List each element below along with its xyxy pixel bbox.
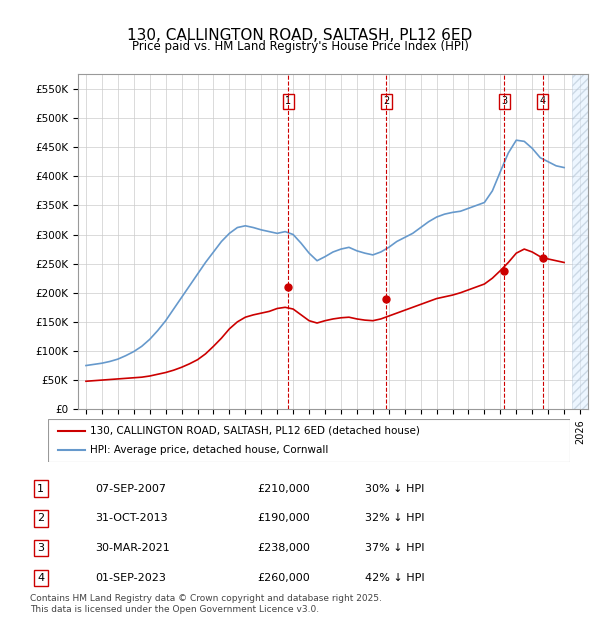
Text: 4: 4 [37, 573, 44, 583]
Bar [572, 74, 588, 409]
Text: £210,000: £210,000 [257, 484, 310, 494]
Text: 30% ↓ HPI: 30% ↓ HPI [365, 484, 424, 494]
FancyBboxPatch shape [48, 418, 570, 462]
Text: 130, CALLINGTON ROAD, SALTASH, PL12 6ED: 130, CALLINGTON ROAD, SALTASH, PL12 6ED [127, 28, 473, 43]
Text: Price paid vs. HM Land Registry's House Price Index (HPI): Price paid vs. HM Land Registry's House … [131, 40, 469, 53]
Text: 07-SEP-2007: 07-SEP-2007 [95, 484, 166, 494]
Text: 3: 3 [501, 96, 508, 106]
Text: 32% ↓ HPI: 32% ↓ HPI [365, 513, 424, 523]
Text: 31-OCT-2013: 31-OCT-2013 [95, 513, 167, 523]
Text: 37% ↓ HPI: 37% ↓ HPI [365, 543, 424, 553]
Text: 2: 2 [383, 96, 389, 106]
Text: 130, CALLINGTON ROAD, SALTASH, PL12 6ED (detached house): 130, CALLINGTON ROAD, SALTASH, PL12 6ED … [90, 426, 419, 436]
Text: 30-MAR-2021: 30-MAR-2021 [95, 543, 170, 553]
Text: 1: 1 [37, 484, 44, 494]
Text: Contains HM Land Registry data © Crown copyright and database right 2025.
This d: Contains HM Land Registry data © Crown c… [30, 595, 382, 614]
Text: £260,000: £260,000 [257, 573, 310, 583]
Text: £190,000: £190,000 [257, 513, 310, 523]
Text: 3: 3 [37, 543, 44, 553]
Text: 1: 1 [285, 96, 291, 106]
Text: 01-SEP-2023: 01-SEP-2023 [95, 573, 166, 583]
Text: 42% ↓ HPI: 42% ↓ HPI [365, 573, 424, 583]
Text: 2: 2 [37, 513, 44, 523]
Text: £238,000: £238,000 [257, 543, 310, 553]
Text: 4: 4 [540, 96, 546, 106]
Text: HPI: Average price, detached house, Cornwall: HPI: Average price, detached house, Corn… [90, 445, 328, 454]
